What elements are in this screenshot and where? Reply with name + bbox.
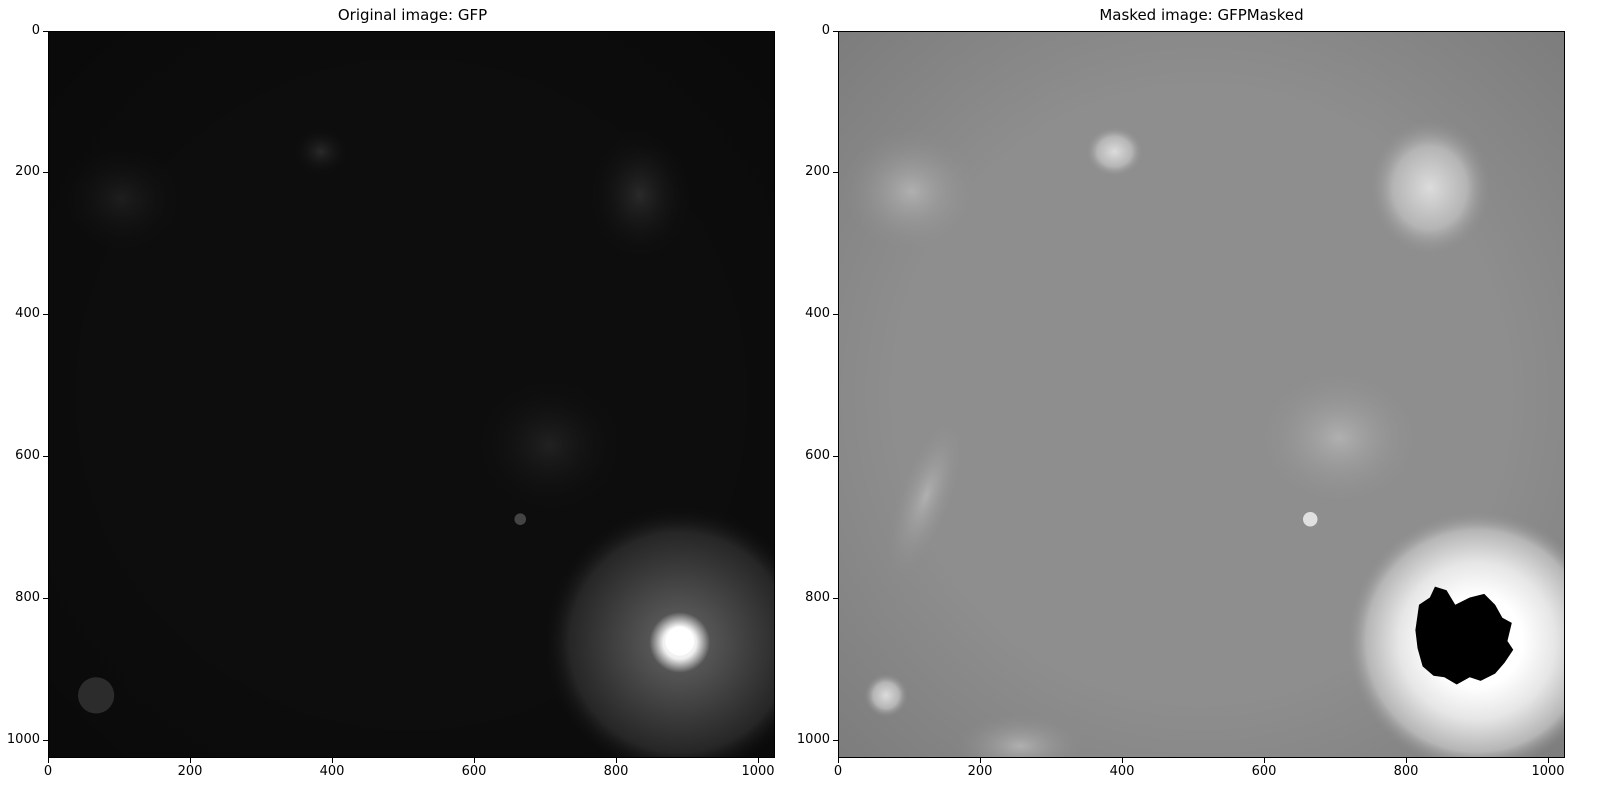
y-tick-label: 0 — [31, 23, 40, 38]
x-tick-label: 400 — [1109, 764, 1135, 779]
masked-image — [839, 32, 1564, 757]
x-tick-label: 800 — [603, 764, 629, 779]
y-tick-label: 1000 — [6, 732, 40, 747]
mask-region — [1415, 586, 1514, 685]
x-tick-label: 200 — [967, 764, 993, 779]
y-tick-label: 200 — [15, 164, 40, 179]
y-tick-label: 0 — [821, 23, 830, 38]
original-image-frame — [48, 31, 775, 758]
x-tick-label: 1000 — [741, 764, 775, 779]
y-tick-label: 800 — [15, 590, 40, 605]
x-tick-label: 0 — [43, 764, 53, 779]
masked-image-title: Masked image: GFPMasked — [1099, 6, 1304, 24]
x-tick-label: 0 — [833, 764, 843, 779]
masked-image-panel: Masked image: GFPMasked — [797, 0, 1600, 810]
y-tick-label: 600 — [15, 448, 40, 463]
y-tick-label: 200 — [805, 164, 830, 179]
original-image-title: Original image: GFP — [337, 6, 488, 24]
y-tick-label: 1000 — [796, 732, 830, 747]
masked-image-frame — [838, 31, 1565, 758]
x-tick-label: 200 — [177, 764, 203, 779]
y-tick-label: 400 — [805, 306, 830, 321]
x-tick-label: 800 — [1393, 764, 1419, 779]
original-image-panel: Original image: GFP — [6, 6, 775, 779]
x-tick-label: 1000 — [1531, 764, 1565, 779]
x-tick-label: 600 — [1251, 764, 1277, 779]
y-tick-label: 800 — [805, 590, 830, 605]
y-tick-label: 400 — [15, 306, 40, 321]
x-tick-label: 600 — [461, 764, 487, 779]
original-image — [49, 32, 774, 757]
y-tick-label: 600 — [805, 448, 830, 463]
x-tick-label: 400 — [319, 764, 345, 779]
